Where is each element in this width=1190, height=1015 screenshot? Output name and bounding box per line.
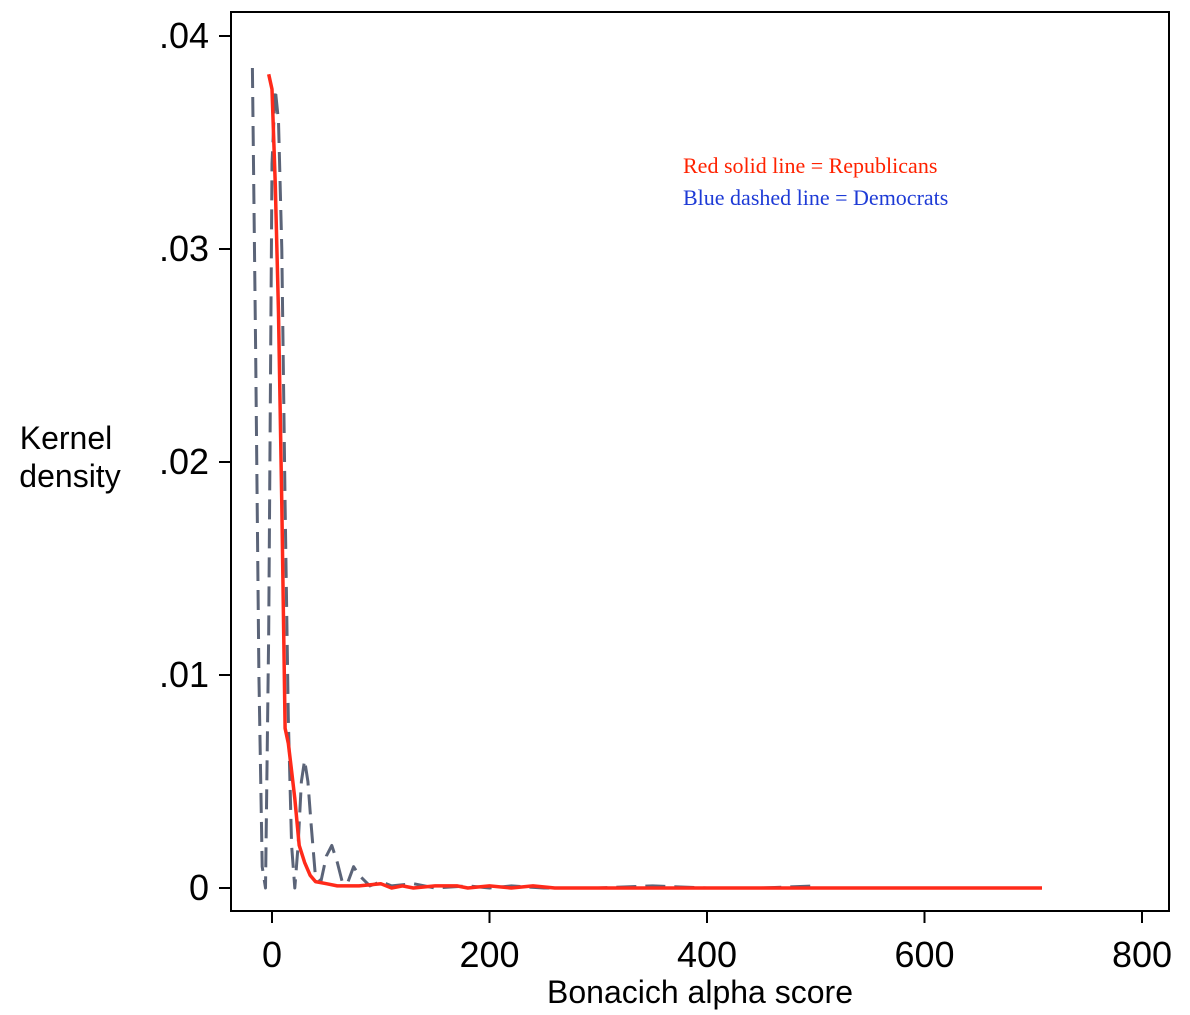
- legend-republicans: Red solid line = Republicans: [683, 153, 937, 178]
- legend-democrats: Blue dashed line = Democrats: [683, 185, 948, 210]
- series-layer: [250, 67, 1042, 890]
- y-axis: 0 .01 .02 .03 .04: [159, 15, 231, 908]
- y-tick-label: 0: [189, 867, 209, 908]
- y-tick-label: .03: [159, 228, 209, 269]
- y-axis-label-line1: Kernel: [20, 420, 113, 456]
- y-tick-label: .02: [159, 441, 209, 482]
- x-tick-label: 200: [459, 934, 519, 975]
- x-tick-label: 600: [894, 934, 954, 975]
- series-line-democrats: [250, 67, 816, 890]
- x-tick-label: 800: [1112, 934, 1172, 975]
- series-line-republicans: [266, 73, 1042, 890]
- x-tick-label: 0: [262, 934, 282, 975]
- x-axis: 0 200 400 600 800: [262, 911, 1172, 975]
- y-tick-label: .04: [159, 15, 209, 56]
- x-tick-label: 400: [677, 934, 737, 975]
- y-axis-label-line2: density: [19, 458, 120, 494]
- x-axis-label: Bonacich alpha score: [547, 974, 853, 1010]
- y-tick-label: .01: [159, 654, 209, 695]
- plot-frame: [230, 11, 1170, 912]
